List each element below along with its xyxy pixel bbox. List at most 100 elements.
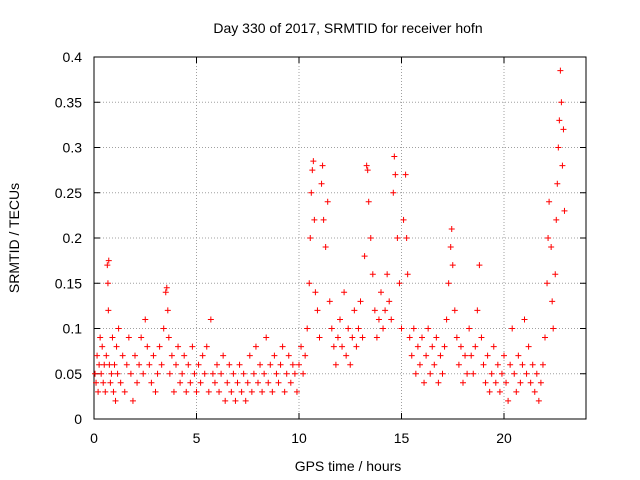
data-point	[371, 307, 378, 314]
data-point	[511, 370, 518, 377]
data-point	[531, 388, 538, 395]
data-point	[451, 307, 458, 314]
data-point	[364, 167, 371, 174]
data-point	[330, 343, 337, 350]
data-point	[201, 370, 208, 377]
data-point	[498, 370, 505, 377]
y-tick-label: 0.4	[63, 49, 83, 65]
data-point	[403, 235, 410, 241]
data-point	[255, 379, 261, 386]
data-point	[453, 334, 460, 341]
data-point	[558, 99, 565, 106]
data-point	[470, 370, 477, 377]
data-point	[271, 352, 278, 359]
data-point	[474, 307, 481, 314]
data-point	[472, 343, 479, 350]
data-point	[513, 388, 520, 395]
data-point	[392, 171, 399, 178]
data-point	[115, 325, 122, 332]
data-point	[384, 271, 391, 278]
data-point	[125, 334, 132, 341]
data-point	[503, 379, 510, 386]
data-point	[127, 370, 134, 377]
data-point	[97, 334, 104, 341]
data-point	[311, 216, 318, 223]
y-tick-label: 0.35	[55, 94, 82, 110]
data-point	[378, 289, 384, 296]
data-point	[537, 379, 544, 386]
data-point	[355, 325, 362, 332]
data-point	[324, 198, 331, 205]
data-point	[357, 298, 364, 305]
data-point	[382, 307, 389, 314]
data-point	[110, 388, 117, 395]
data-point	[314, 307, 321, 314]
data-point	[160, 325, 167, 332]
y-tick-label: 0	[74, 411, 82, 427]
data-point	[129, 397, 136, 404]
data-point	[209, 370, 216, 377]
data-point	[439, 370, 446, 377]
data-point	[556, 117, 563, 124]
data-point	[144, 343, 151, 350]
data-point	[291, 370, 298, 377]
data-point	[447, 244, 454, 251]
data-point	[259, 388, 266, 395]
data-point	[544, 280, 551, 287]
data-point	[445, 280, 452, 287]
data-point	[279, 343, 286, 350]
chart-title: Day 330 of 2017, SRMTID for receiver hof…	[213, 20, 482, 36]
data-point	[402, 171, 409, 178]
data-point	[105, 307, 112, 314]
data-point	[533, 370, 540, 377]
data-point	[265, 379, 272, 386]
data-point	[98, 370, 105, 377]
data-point	[507, 361, 514, 368]
data-point	[214, 361, 220, 368]
data-point	[353, 343, 360, 350]
data-point	[550, 325, 557, 332]
data-point	[123, 361, 130, 368]
data-point	[319, 162, 326, 169]
data-point	[431, 361, 438, 368]
data-point	[95, 388, 102, 395]
data-point	[152, 388, 159, 395]
data-point	[555, 144, 562, 151]
data-point	[173, 361, 179, 368]
data-point	[408, 352, 415, 359]
data-point	[322, 244, 329, 251]
x-tick-label: 0	[90, 430, 98, 446]
data-point	[443, 316, 450, 323]
data-point	[222, 397, 229, 404]
data-point	[207, 316, 214, 323]
data-point	[375, 316, 382, 323]
data-point	[187, 379, 194, 386]
data-point	[476, 262, 483, 269]
data-point	[148, 379, 155, 386]
data-point	[388, 316, 395, 323]
data-point	[170, 388, 177, 395]
data-point	[287, 379, 294, 386]
data-point	[191, 370, 198, 377]
data-point	[334, 334, 341, 341]
data-point	[345, 325, 352, 332]
data-point	[117, 379, 124, 386]
data-point	[96, 361, 103, 368]
data-point	[326, 298, 333, 305]
data-point	[320, 216, 327, 223]
data-point	[410, 325, 417, 332]
data-point	[347, 361, 354, 368]
data-point	[484, 352, 491, 359]
data-point	[103, 352, 110, 359]
data-point	[302, 352, 309, 359]
data-point	[261, 370, 268, 377]
data-point	[414, 343, 421, 350]
data-point	[433, 334, 440, 341]
data-point	[545, 235, 552, 241]
data-point	[373, 334, 380, 341]
y-tick-label: 0.15	[55, 275, 82, 291]
data-point	[211, 379, 218, 386]
data-point	[308, 189, 315, 196]
data-point	[343, 352, 350, 359]
